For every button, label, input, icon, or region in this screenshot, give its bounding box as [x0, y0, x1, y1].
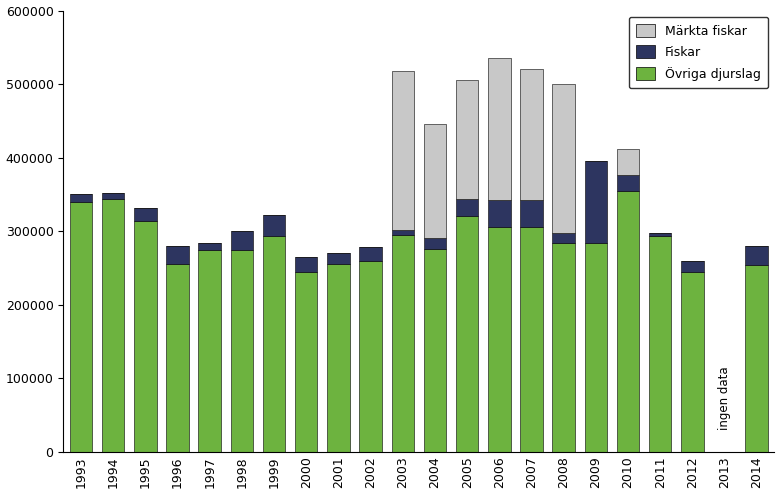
Bar	[617, 191, 640, 452]
Text: ingen data: ingen data	[718, 366, 731, 430]
Bar	[649, 236, 672, 452]
Bar	[360, 247, 382, 260]
Bar	[617, 174, 640, 191]
Bar	[424, 249, 446, 452]
Bar	[69, 202, 92, 452]
Bar	[231, 231, 254, 249]
Bar	[456, 216, 478, 452]
Legend: Märkta fiskar, Fiskar, Övriga djurslag: Märkta fiskar, Fiskar, Övriga djurslag	[629, 17, 768, 88]
Bar	[746, 246, 768, 265]
Bar	[392, 235, 414, 452]
Bar	[102, 199, 125, 452]
Bar	[456, 80, 478, 199]
Bar	[552, 243, 575, 452]
Bar	[552, 84, 575, 233]
Bar	[520, 227, 543, 452]
Bar	[198, 243, 221, 250]
Bar	[424, 238, 446, 249]
Bar	[392, 71, 414, 230]
Bar	[198, 250, 221, 452]
Bar	[681, 261, 704, 272]
Bar	[166, 264, 189, 452]
Bar	[488, 58, 511, 200]
Bar	[424, 124, 446, 238]
Bar	[456, 199, 478, 216]
Bar	[134, 207, 157, 221]
Bar	[584, 161, 607, 243]
Bar	[681, 272, 704, 452]
Bar	[263, 236, 285, 452]
Bar	[746, 265, 768, 452]
Bar	[584, 243, 607, 452]
Bar	[134, 221, 157, 452]
Bar	[520, 200, 543, 227]
Bar	[520, 69, 543, 200]
Bar	[327, 253, 349, 264]
Bar	[617, 149, 640, 174]
Bar	[360, 260, 382, 452]
Bar	[231, 249, 254, 452]
Bar	[649, 233, 672, 236]
Bar	[69, 194, 92, 202]
Bar	[295, 257, 317, 272]
Bar	[295, 272, 317, 452]
Bar	[102, 193, 125, 199]
Bar	[263, 215, 285, 236]
Bar	[488, 227, 511, 452]
Bar	[166, 246, 189, 264]
Bar	[552, 233, 575, 243]
Bar	[488, 200, 511, 227]
Bar	[392, 230, 414, 235]
Bar	[327, 264, 349, 452]
